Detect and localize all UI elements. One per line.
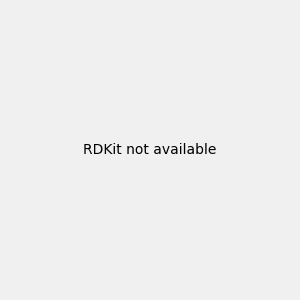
Text: RDKit not available: RDKit not available: [83, 143, 217, 157]
